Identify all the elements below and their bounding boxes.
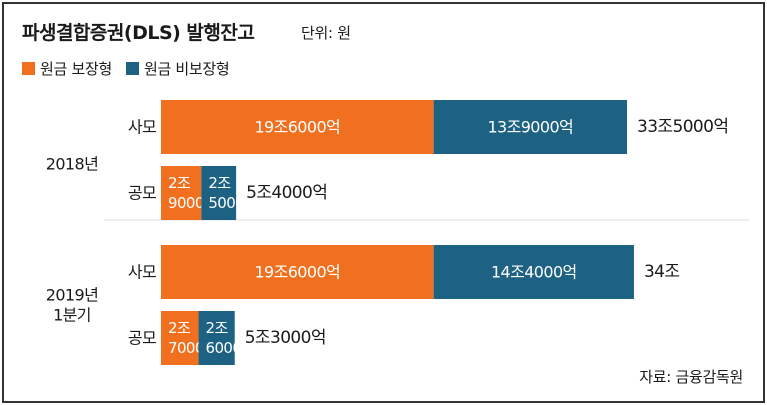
bar-segment	[161, 166, 202, 220]
period-label: 1분기	[53, 306, 91, 325]
bar-segment	[161, 311, 199, 365]
source-note: 자료: 금융감독원	[639, 368, 743, 386]
bar-value-label: 2조	[168, 319, 191, 337]
period-label: 2019년	[46, 286, 98, 305]
bar-value-label: 9000	[168, 194, 204, 212]
bar-total-label: 5조3000억	[245, 328, 326, 348]
bar-total-label: 34조	[644, 262, 679, 282]
bar-value-label: 2조	[208, 174, 231, 192]
category-label: 공모	[128, 329, 156, 348]
legend-label-non-guaranteed: 원금 비보장형	[143, 60, 230, 78]
legend: 원금 보장형 원금 비보장형	[22, 58, 243, 79]
bar-segment	[198, 311, 235, 365]
period-label: 2018년	[46, 155, 98, 174]
bar-value-label: 6000	[206, 339, 242, 357]
bar-value-label: 2조	[206, 319, 229, 337]
bar-value-label: 7000	[168, 339, 204, 357]
category-label: 사모	[128, 118, 156, 137]
bar-value-label: 2조	[168, 174, 191, 192]
category-label: 공모	[128, 184, 156, 203]
chart-title: 파생결합증권(DLS) 발행잔고	[22, 22, 255, 44]
bar-segment	[201, 166, 237, 220]
bar-segment	[161, 245, 434, 299]
legend-swatch-non-guaranteed	[125, 62, 139, 75]
bar-value-label: 19조6000억	[254, 263, 340, 282]
bar-total-label: 5조4000억	[246, 183, 327, 203]
bar-value-label: 13조9000억	[487, 118, 573, 137]
legend-swatch-guaranteed	[22, 62, 35, 75]
bar-value-label: 19조6000억	[254, 118, 340, 137]
bar-total-label: 33조5000억	[637, 117, 728, 137]
bar-segment	[161, 100, 434, 154]
bar-value-label: 14조4000억	[491, 263, 577, 282]
bar-segment	[433, 100, 627, 154]
bar-segment	[433, 245, 634, 299]
unit-label: 단위: 원	[301, 24, 351, 42]
bar-value-label: 5000	[208, 194, 244, 212]
category-label: 사모	[128, 263, 156, 282]
legend-label-guaranteed: 원금 보장형	[40, 60, 112, 78]
